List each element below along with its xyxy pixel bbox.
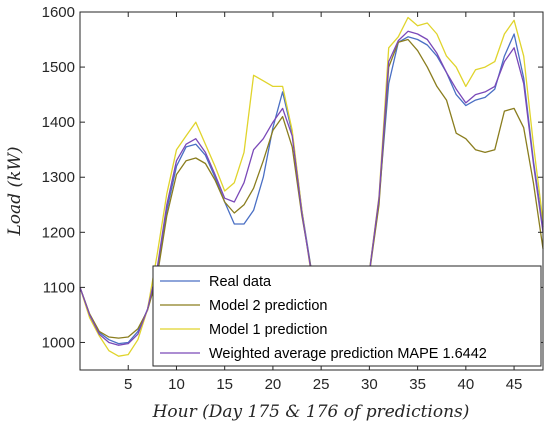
y-tick-label: 1200 xyxy=(42,224,75,241)
x-tick-label: 30 xyxy=(361,376,378,393)
y-axis-title: Load (kW) xyxy=(5,147,25,237)
legend-label: Weighted average prediction MAPE 1.6442 xyxy=(209,346,487,362)
y-axis: 1000 1100 1200 1300 1400 1500 1600 xyxy=(42,4,543,351)
y-tick-label: 1000 xyxy=(42,334,75,351)
legend-label: Model 2 prediction xyxy=(209,298,328,314)
legend-label: Model 1 prediction xyxy=(209,322,328,338)
x-tick-label: 10 xyxy=(168,376,185,393)
x-tick-label: 15 xyxy=(216,376,233,393)
x-tick-label: 5 xyxy=(124,376,132,393)
series-line-3 xyxy=(79,16,544,357)
legend-label: Real data xyxy=(209,274,272,290)
series-line-4 xyxy=(79,30,544,346)
x-tick-label: 35 xyxy=(409,376,426,393)
y-tick-label: 1600 xyxy=(42,4,75,21)
series-line-2 xyxy=(79,38,544,339)
y-tick-label: 1100 xyxy=(43,279,75,296)
series-layer xyxy=(79,16,544,357)
legend-box xyxy=(152,265,542,367)
plot-frame xyxy=(79,11,544,371)
y-tick-label: 1500 xyxy=(42,59,75,76)
x-axis-title: Hour (Day 175 & 176 of predictions) xyxy=(152,402,470,422)
legend: Real data Model 2 prediction Model 1 predi… xyxy=(152,265,542,367)
y-tick-label: 1400 xyxy=(42,114,75,131)
x-tick-label: 25 xyxy=(313,376,330,393)
x-tick-label: 45 xyxy=(506,376,523,393)
y-tick-label: 1300 xyxy=(42,169,75,186)
x-tick-label: 40 xyxy=(457,376,474,393)
x-tick-label: 20 xyxy=(265,376,282,393)
